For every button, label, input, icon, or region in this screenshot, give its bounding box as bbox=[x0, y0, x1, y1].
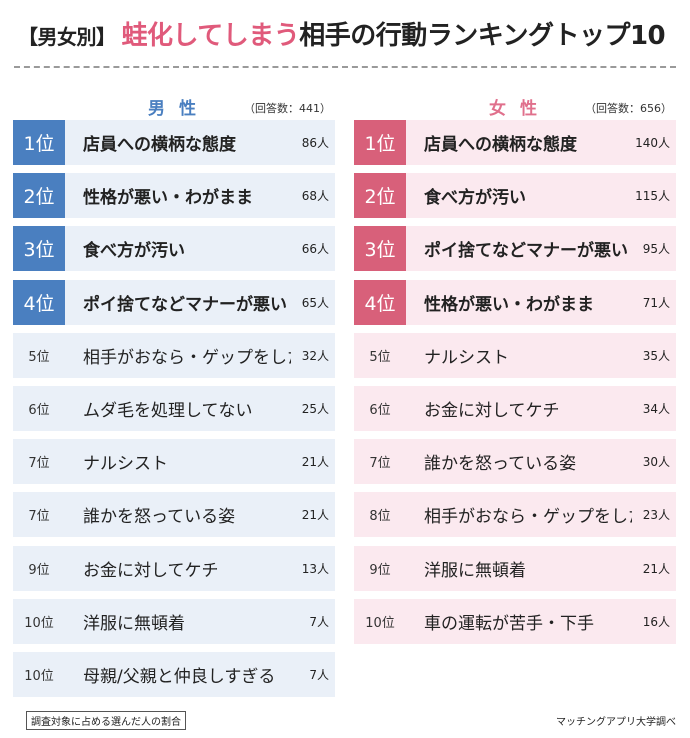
rank-label: 3位 bbox=[13, 226, 65, 272]
ranking-row: 9位 お金に対してケチ 13人 bbox=[13, 545, 335, 591]
title-accent: 蛙化してしまう bbox=[121, 21, 300, 51]
count-value: 7人 bbox=[309, 614, 329, 629]
count-value: 21人 bbox=[642, 561, 670, 576]
ranking-row: 1位 店員への横柄な態度 86人 bbox=[13, 120, 335, 165]
male-header: 男 性 （回答数：441） bbox=[13, 94, 335, 120]
male-label: 男 性 bbox=[148, 99, 200, 119]
count-value: 86人 bbox=[301, 136, 329, 150]
count-value: 13人 bbox=[301, 561, 329, 576]
rank-label: 7位 bbox=[28, 509, 50, 525]
item-label: 食べ方が汚い bbox=[424, 188, 526, 209]
count-value: 32人 bbox=[301, 348, 329, 363]
item-label: 相手がおなら・ゲップをした bbox=[424, 507, 632, 528]
source-credit: マッチングアプリ大学調べ bbox=[556, 717, 676, 728]
count-value: 71人 bbox=[642, 295, 670, 310]
count-value: 25人 bbox=[301, 402, 329, 416]
ranking-row: 1位 店員への横柄な態度 140人 bbox=[354, 120, 676, 165]
count-value: 7人 bbox=[309, 668, 329, 682]
rank-label: 8位 bbox=[369, 509, 391, 525]
ranking-row: 2位 性格が悪い・わがまま 68人 bbox=[13, 173, 335, 219]
ranking-row: 10位 洋服に無頓着 7人 bbox=[13, 598, 335, 644]
item-label: 洋服に無頓着 bbox=[83, 613, 185, 634]
rank-label: 6位 bbox=[369, 403, 391, 418]
item-label: 性格が悪い・わがまま bbox=[424, 294, 594, 315]
ranking-row: 3位 ポイ捨てなどマナーが悪い 95人 bbox=[354, 226, 676, 272]
item-label: 店員への横柄な態度 bbox=[424, 135, 577, 155]
female-header: 女 性 （回答数：656） bbox=[354, 94, 676, 120]
count-value: 16人 bbox=[642, 614, 670, 629]
count-value: 66人 bbox=[301, 242, 329, 257]
ranking-row: 8位 相手がおなら・ゲップをした 23人 bbox=[354, 492, 676, 538]
ranking-row: 7位 誰かを怒っている姿 30人 bbox=[354, 439, 676, 485]
count-value: 21人 bbox=[301, 455, 329, 470]
item-label: お金に対してケチ bbox=[83, 560, 219, 581]
count-value: 21人 bbox=[301, 508, 329, 523]
page-title: 【男女別】 蛙化してしまう相手の行動ランキングトップ10 bbox=[18, 16, 678, 56]
rank-label: 6位 bbox=[28, 403, 50, 418]
ranking-row: 3位 食べ方が汚い 66人 bbox=[13, 226, 335, 272]
rank-label: 7位 bbox=[28, 456, 50, 472]
rank-label: 9位 bbox=[369, 562, 391, 578]
ranking-row: 10位 母親/父親と仲良しすぎる 7人 bbox=[13, 652, 335, 697]
count-value: 65人 bbox=[301, 295, 329, 310]
female-respondents: （回答数：656） bbox=[585, 102, 672, 115]
rank-label: 4位 bbox=[13, 279, 65, 325]
dashed-divider bbox=[14, 66, 676, 68]
count-value: 68人 bbox=[301, 189, 329, 204]
female-ranking: 女 性 （回答数：656） 1位 店員への横柄な態度 140人 2位 食べ方が汚い 115… bbox=[354, 94, 676, 644]
rank-label: 2位 bbox=[354, 173, 406, 219]
item-label: 母親/父親と仲良しすぎる bbox=[83, 667, 276, 687]
footnote: 調査対象に占める選んだ人の割合 bbox=[26, 711, 186, 730]
item-label: 車の運転が苦手・下手 bbox=[424, 613, 594, 634]
count-value: 30人 bbox=[642, 455, 670, 470]
rank-label: 10位 bbox=[24, 669, 54, 684]
female-label: 女 性 bbox=[489, 99, 541, 119]
item-label: ムダ毛を処理してない bbox=[83, 401, 253, 421]
item-label: 誰かを怒っている姿 bbox=[424, 454, 577, 475]
ranking-row: 2位 食べ方が汚い 115人 bbox=[354, 173, 676, 219]
ranking-row: 6位 お金に対してケチ 34人 bbox=[354, 386, 676, 431]
item-label: ポイ捨てなどマナーが悪い bbox=[83, 294, 287, 315]
rank-label: 10位 bbox=[365, 615, 395, 631]
item-label: 店員への横柄な態度 bbox=[83, 135, 236, 155]
male-respondents: （回答数：441） bbox=[244, 102, 331, 115]
rank-label: 1位 bbox=[13, 120, 65, 165]
ranking-row: 4位 性格が悪い・わがまま 71人 bbox=[354, 279, 676, 325]
ranking-row: 9位 洋服に無頓着 21人 bbox=[354, 545, 676, 591]
count-value: 23人 bbox=[642, 508, 670, 523]
title-tag: 【男女別】 bbox=[18, 25, 116, 49]
rank-label: 10位 bbox=[24, 615, 54, 631]
rank-label: 4位 bbox=[354, 279, 406, 325]
rank-label: 1位 bbox=[354, 120, 406, 165]
item-label: 相手がおなら・ゲップをした bbox=[83, 347, 291, 368]
ranking-row: 5位 ナルシスト 35人 bbox=[354, 332, 676, 378]
item-label: ポイ捨てなどマナーが悪い bbox=[424, 241, 628, 262]
count-value: 140人 bbox=[635, 136, 670, 150]
ranking-row: 5位 相手がおなら・ゲップをした 32人 bbox=[13, 332, 335, 378]
item-label: 誰かを怒っている姿 bbox=[83, 507, 236, 528]
count-value: 115人 bbox=[635, 189, 670, 204]
rank-label: 3位 bbox=[354, 226, 406, 272]
rank-label: 5位 bbox=[369, 349, 391, 365]
rank-label: 7位 bbox=[369, 456, 391, 472]
ranking-row: 10位 車の運転が苦手・下手 16人 bbox=[354, 598, 676, 644]
ranking-row: 7位 ナルシスト 21人 bbox=[13, 439, 335, 485]
male-ranking: 男 性 （回答数：441） 1位 店員への横柄な態度 86人 2位 性格が悪い・わがまま… bbox=[13, 94, 335, 697]
count-value: 34人 bbox=[642, 402, 670, 416]
item-label: ナルシスト bbox=[424, 347, 509, 368]
ranking-row: 6位 ムダ毛を処理してない 25人 bbox=[13, 386, 335, 431]
ranking-row: 7位 誰かを怒っている姿 21人 bbox=[13, 492, 335, 538]
count-value: 35人 bbox=[642, 348, 670, 363]
item-label: ナルシスト bbox=[83, 454, 168, 475]
item-label: 食べ方が汚い bbox=[83, 241, 185, 262]
ranking-row: 4位 ポイ捨てなどマナーが悪い 65人 bbox=[13, 279, 335, 325]
item-label: 性格が悪い・わがまま bbox=[83, 188, 253, 209]
count-value: 95人 bbox=[642, 242, 670, 257]
item-label: 洋服に無頓着 bbox=[424, 560, 526, 581]
title-rest: 相手の行動ランキングトップ10 bbox=[299, 21, 666, 51]
item-label: お金に対してケチ bbox=[424, 401, 560, 421]
rank-label: 5位 bbox=[28, 349, 50, 365]
rank-label: 2位 bbox=[13, 173, 65, 219]
rank-label: 9位 bbox=[28, 562, 50, 578]
